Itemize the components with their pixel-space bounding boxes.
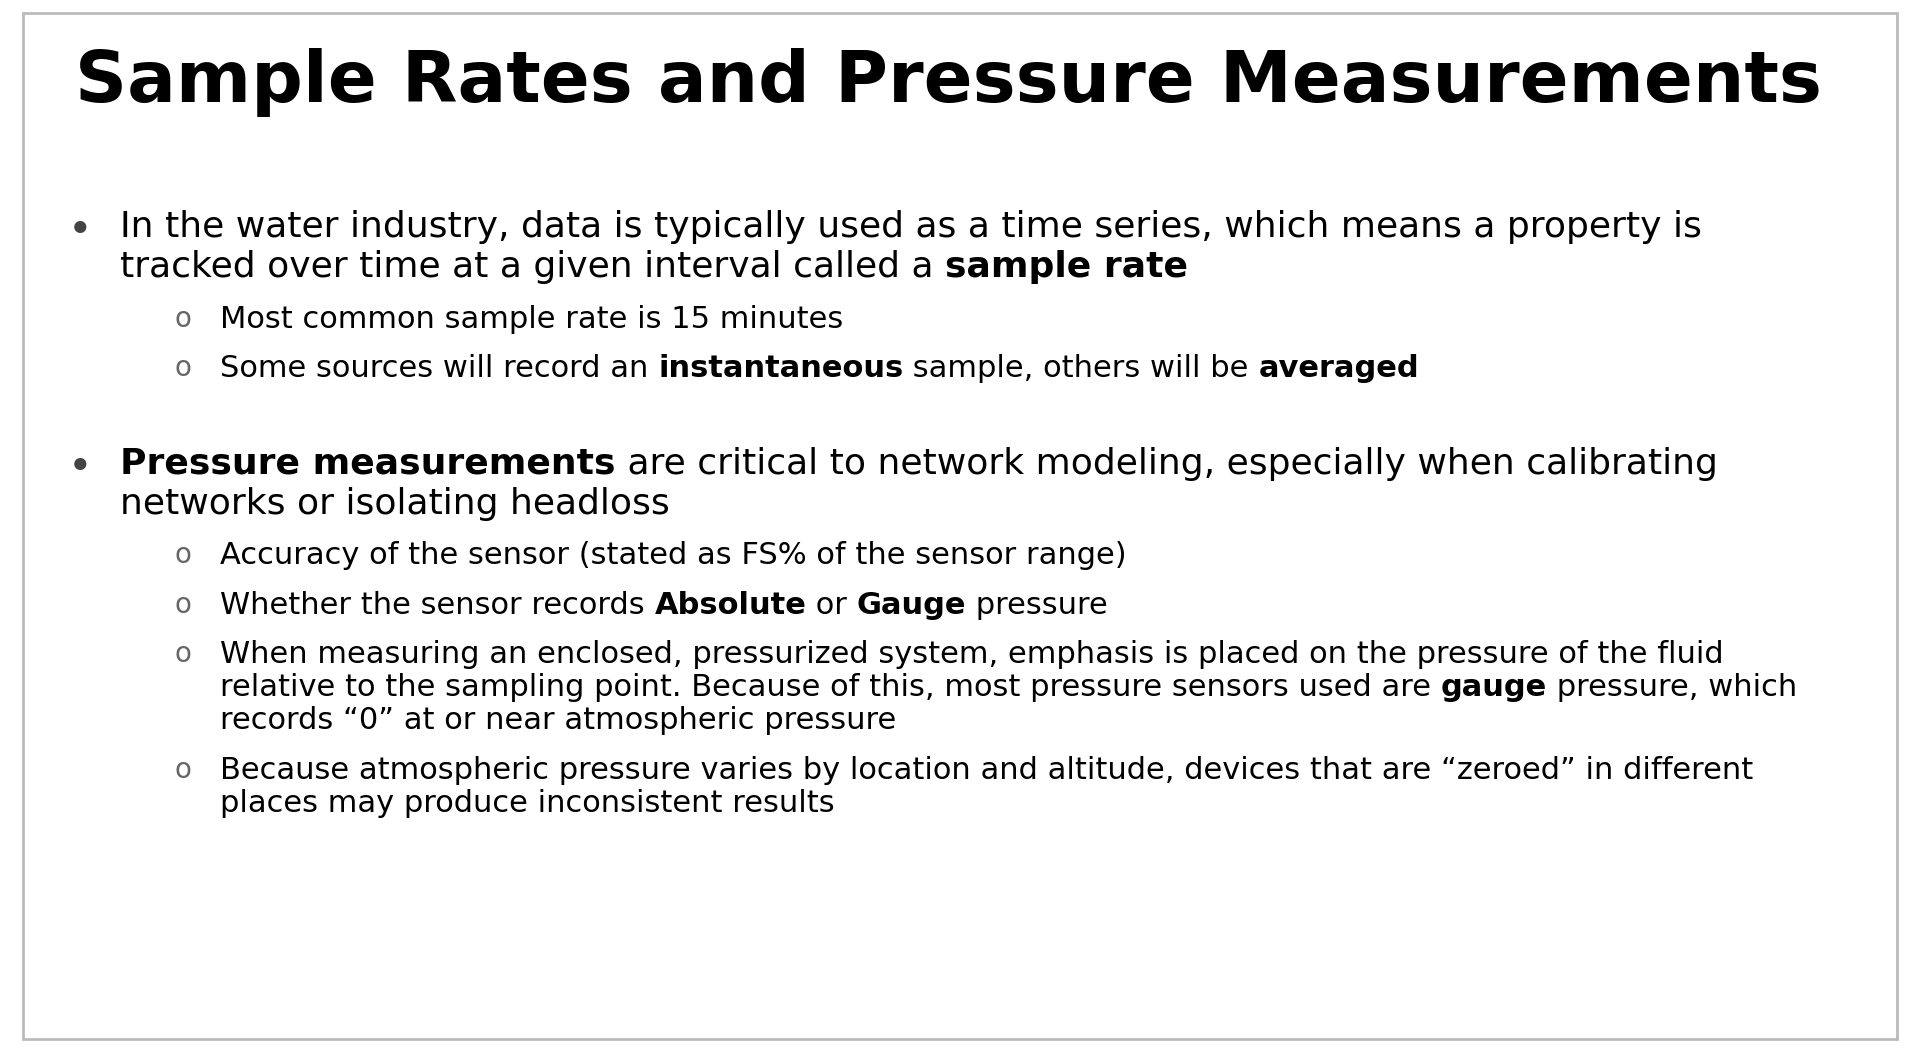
Text: o: o bbox=[175, 641, 192, 668]
Text: When measuring an enclosed, pressurized system, emphasis is placed on the pressu: When measuring an enclosed, pressurized … bbox=[221, 641, 1724, 669]
Text: o: o bbox=[175, 591, 192, 619]
Text: •: • bbox=[67, 447, 92, 488]
Text: Absolute: Absolute bbox=[655, 591, 806, 620]
Text: or: or bbox=[806, 591, 856, 620]
Text: o: o bbox=[175, 755, 192, 784]
Text: Whether the sensor records: Whether the sensor records bbox=[221, 591, 655, 620]
Text: networks or isolating headloss: networks or isolating headloss bbox=[119, 487, 670, 521]
Text: places may produce inconsistent results: places may produce inconsistent results bbox=[221, 789, 835, 817]
Text: pressure, which: pressure, which bbox=[1548, 673, 1797, 703]
Text: o: o bbox=[175, 355, 192, 382]
Text: o: o bbox=[175, 305, 192, 332]
Text: Sample Rates and Pressure Measurements: Sample Rates and Pressure Measurements bbox=[75, 48, 1822, 117]
Text: tracked over time at a given interval called a: tracked over time at a given interval ca… bbox=[119, 250, 945, 284]
Text: Some sources will record an: Some sources will record an bbox=[221, 355, 659, 383]
Text: instantaneous: instantaneous bbox=[659, 355, 904, 383]
Text: Most common sample rate is 15 minutes: Most common sample rate is 15 minutes bbox=[221, 305, 843, 333]
Text: averaged: averaged bbox=[1258, 355, 1419, 383]
Text: o: o bbox=[175, 542, 192, 569]
Text: Gauge: Gauge bbox=[856, 591, 966, 620]
Text: records “0” at or near atmospheric pressure: records “0” at or near atmospheric press… bbox=[221, 706, 897, 735]
Text: Pressure measurements: Pressure measurements bbox=[119, 447, 616, 481]
Text: Because atmospheric pressure varies by location and altitude, devices that are “: Because atmospheric pressure varies by l… bbox=[221, 755, 1753, 785]
Text: relative to the sampling point. Because of this, most pressure sensors used are: relative to the sampling point. Because … bbox=[221, 673, 1440, 703]
Text: In the water industry, data is typically used as a time series, which means a pr: In the water industry, data is typically… bbox=[119, 210, 1701, 244]
Text: sample, others will be: sample, others will be bbox=[904, 355, 1258, 383]
Text: are critical to network modeling, especially when calibrating: are critical to network modeling, especi… bbox=[616, 447, 1716, 481]
Text: Accuracy of the sensor (stated as FS% of the sensor range): Accuracy of the sensor (stated as FS% of… bbox=[221, 542, 1127, 570]
Text: •: • bbox=[67, 210, 92, 252]
Text: gauge: gauge bbox=[1440, 673, 1548, 703]
Text: sample rate: sample rate bbox=[945, 250, 1188, 284]
Text: pressure: pressure bbox=[966, 591, 1108, 620]
